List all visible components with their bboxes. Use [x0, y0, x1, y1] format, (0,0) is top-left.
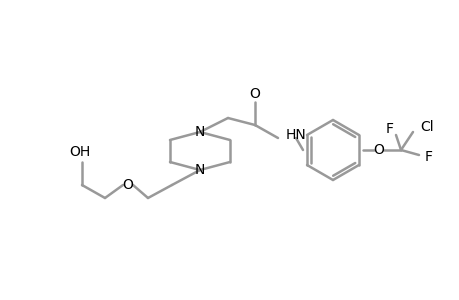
Text: O: O [122, 178, 133, 192]
Text: N: N [195, 125, 205, 139]
Text: OH: OH [69, 145, 90, 159]
Text: O: O [373, 143, 384, 157]
Text: O: O [249, 87, 260, 101]
Text: Cl: Cl [419, 120, 433, 134]
Text: F: F [385, 122, 393, 136]
Text: N: N [195, 163, 205, 177]
Text: F: F [424, 150, 432, 164]
Text: HN: HN [285, 128, 306, 142]
